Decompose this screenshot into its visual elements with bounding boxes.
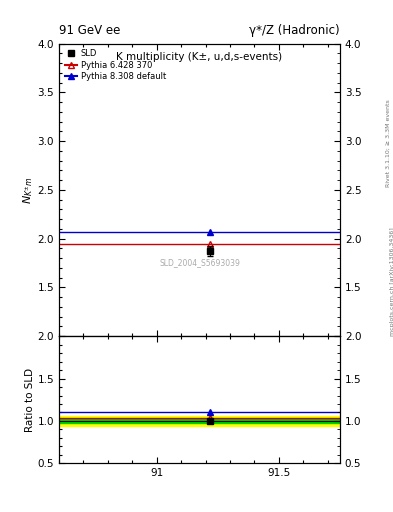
Text: SLD_2004_S5693039: SLD_2004_S5693039 [159, 259, 240, 267]
Legend: SLD, Pythia 6.428 370, Pythia 8.308 default: SLD, Pythia 6.428 370, Pythia 8.308 defa… [63, 48, 167, 83]
Bar [59, 419, 340, 423]
Text: γ*/Z (Hadronic): γ*/Z (Hadronic) [249, 24, 340, 37]
Y-axis label: $N_{K^{\pm}m}$: $N_{K^{\pm}m}$ [21, 176, 35, 204]
Text: mcplots.cern.ch [arXiv:1306.3436]: mcplots.cern.ch [arXiv:1306.3436] [390, 227, 393, 336]
Y-axis label: Ratio to SLD: Ratio to SLD [25, 368, 35, 432]
Bar [59, 416, 340, 425]
Text: 91 GeV ee: 91 GeV ee [59, 24, 120, 37]
Text: K multiplicity (K±, u,d,s-events): K multiplicity (K±, u,d,s-events) [116, 52, 283, 62]
Text: Rivet 3.1.10; ≥ 3.3M events: Rivet 3.1.10; ≥ 3.3M events [386, 99, 391, 187]
